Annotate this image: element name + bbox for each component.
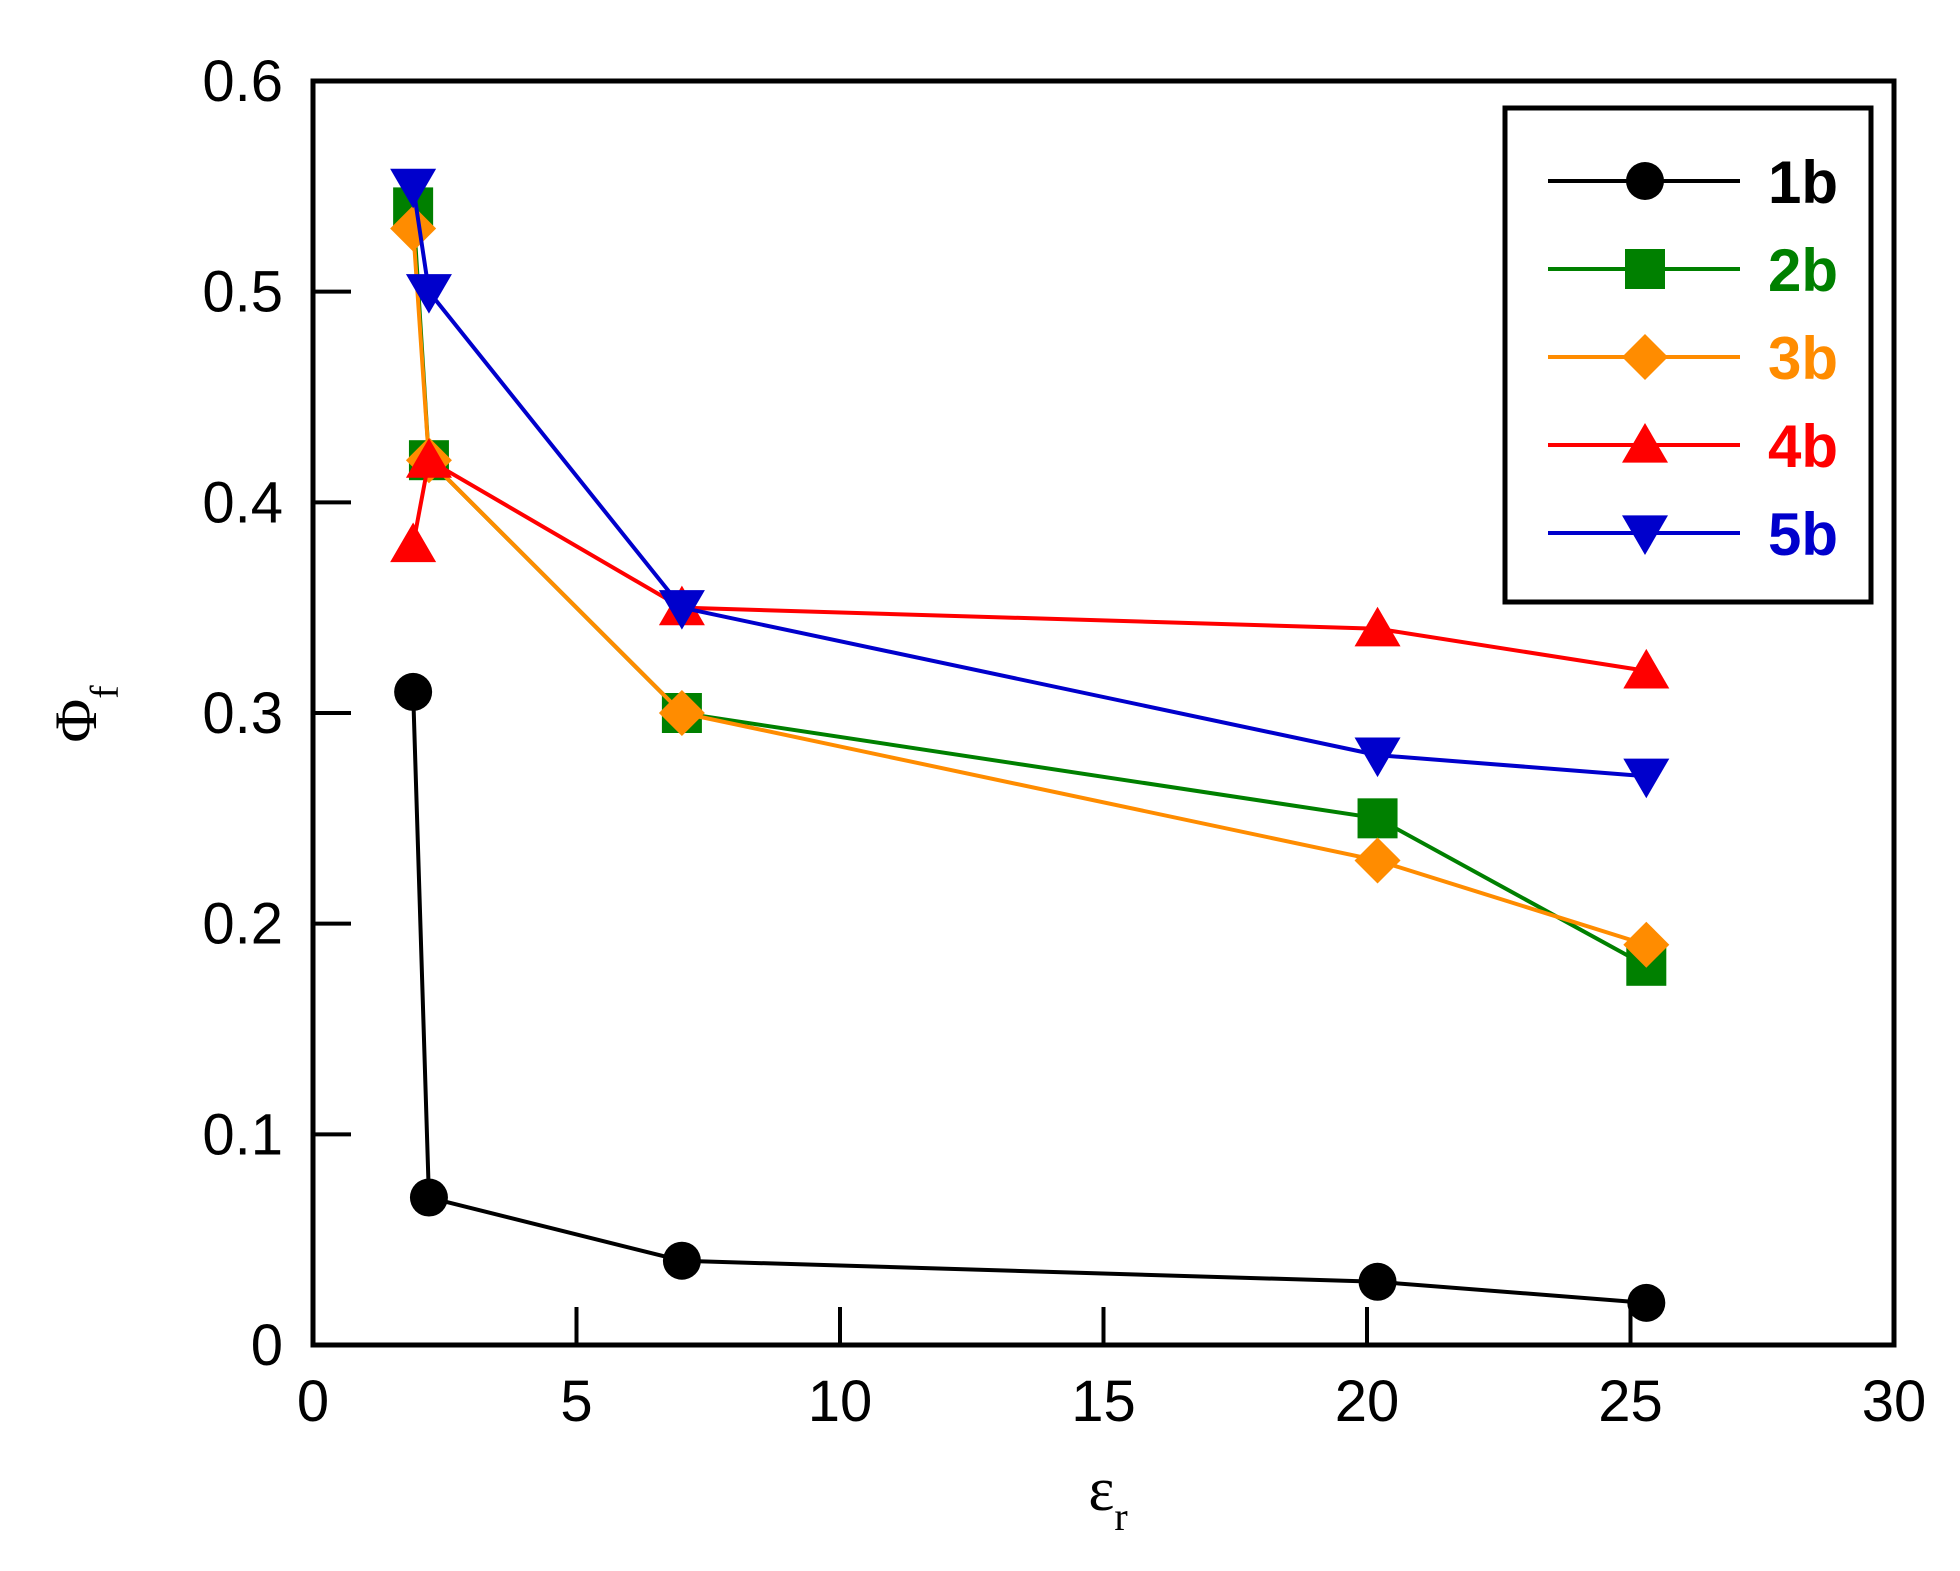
- y-tick-label-1: 0.1: [202, 1102, 283, 1167]
- data-point-4b-3: [1354, 606, 1401, 647]
- series-line-3b: [411, 228, 1647, 947]
- legend-item-1b: 1b: [1548, 149, 1838, 216]
- x-axis-label: εr: [1088, 1456, 1127, 1539]
- legend-label-4b: 4b: [1768, 413, 1838, 480]
- legend-marker-1b: [1626, 162, 1664, 200]
- series-2b: [393, 187, 1667, 986]
- legend-label-3b: 3b: [1768, 325, 1838, 392]
- series-1b: [394, 672, 1666, 1322]
- series-line-2b: [411, 207, 1648, 968]
- legend-item-4b: 4b: [1548, 413, 1838, 480]
- legend-item-3b: 3b: [1548, 325, 1838, 392]
- plot-area: [390, 168, 1670, 1322]
- series-3b: [390, 205, 1670, 968]
- series-5b: [390, 168, 1670, 799]
- y-tick-label-6: 0.6: [202, 49, 283, 114]
- y-axis-label: Φf: [43, 685, 127, 743]
- x-axis-label-subscript: r: [1114, 1494, 1127, 1539]
- y-tick-label-0: 0: [251, 1313, 283, 1378]
- data-point-4b-1: [405, 438, 452, 478]
- axes: 0 5 10 15 20 25 30 0 0.1 0.2 0.3 0.4 0.5 0.6 εr Φf: [43, 49, 1926, 1539]
- x-tick-label-6: 30: [1862, 1369, 1927, 1434]
- data-point-5b-2: [658, 590, 705, 630]
- legend-label-5b: 5b: [1768, 501, 1838, 568]
- series-line-5b: [411, 186, 1647, 779]
- y-axis-label-subscript: f: [82, 685, 127, 699]
- x-tick-label-3: 15: [1071, 1369, 1136, 1434]
- data-point-3b-2: [658, 690, 705, 736]
- legend: 1b 2b 3b 4b 5b: [1502, 105, 1874, 605]
- x-axis-label-symbol: ε: [1088, 1456, 1114, 1524]
- series-4b: [390, 438, 1670, 689]
- legend-marker-2b: [1625, 249, 1665, 289]
- data-point-3b-4: [1623, 921, 1670, 968]
- legend-label-1b: 1b: [1768, 149, 1838, 216]
- data-point-1b-3: [1358, 1262, 1397, 1301]
- x-tick-label-5: 25: [1598, 1369, 1663, 1434]
- legend-label-2b: 2b: [1768, 237, 1838, 304]
- data-point-2b-3: [1357, 798, 1398, 839]
- y-tick-label-2: 0.2: [202, 892, 283, 957]
- data-point-1b-1: [409, 1178, 448, 1217]
- legend-item-5b: 5b: [1548, 501, 1838, 568]
- legend-marker-4b: [1622, 423, 1668, 463]
- x-tick-label-4: 20: [1335, 1369, 1400, 1434]
- series-line-1b: [411, 691, 1647, 1305]
- legend-marker-5b: [1622, 515, 1668, 555]
- data-point-4b-4: [1623, 648, 1670, 689]
- y-tick-label-4: 0.4: [202, 470, 283, 535]
- data-point-5b-4: [1623, 758, 1670, 799]
- data-point-3b-0: [390, 205, 437, 252]
- legend-marker-3b: [1622, 334, 1668, 380]
- series-line-4b: [411, 458, 1647, 673]
- data-point-5b-0: [390, 168, 437, 209]
- data-point-3b-3: [1354, 837, 1401, 884]
- x-tick-label-2: 10: [808, 1369, 873, 1434]
- y-axis-label-symbol: Φ: [43, 699, 109, 743]
- data-point-1b-0: [394, 672, 433, 711]
- y-tick-label-5: 0.5: [202, 260, 283, 325]
- data-point-5b-3: [1354, 737, 1401, 778]
- data-point-1b-4: [1627, 1283, 1666, 1322]
- data-point-1b-2: [662, 1241, 701, 1280]
- x-tick-label-0: 0: [297, 1369, 329, 1434]
- data-point-5b-1: [405, 274, 452, 314]
- data-point-4b-0: [390, 522, 437, 563]
- x-tick-label-1: 5: [560, 1369, 592, 1434]
- y-tick-label-3: 0.3: [202, 681, 283, 746]
- legend-item-2b: 2b: [1548, 237, 1838, 304]
